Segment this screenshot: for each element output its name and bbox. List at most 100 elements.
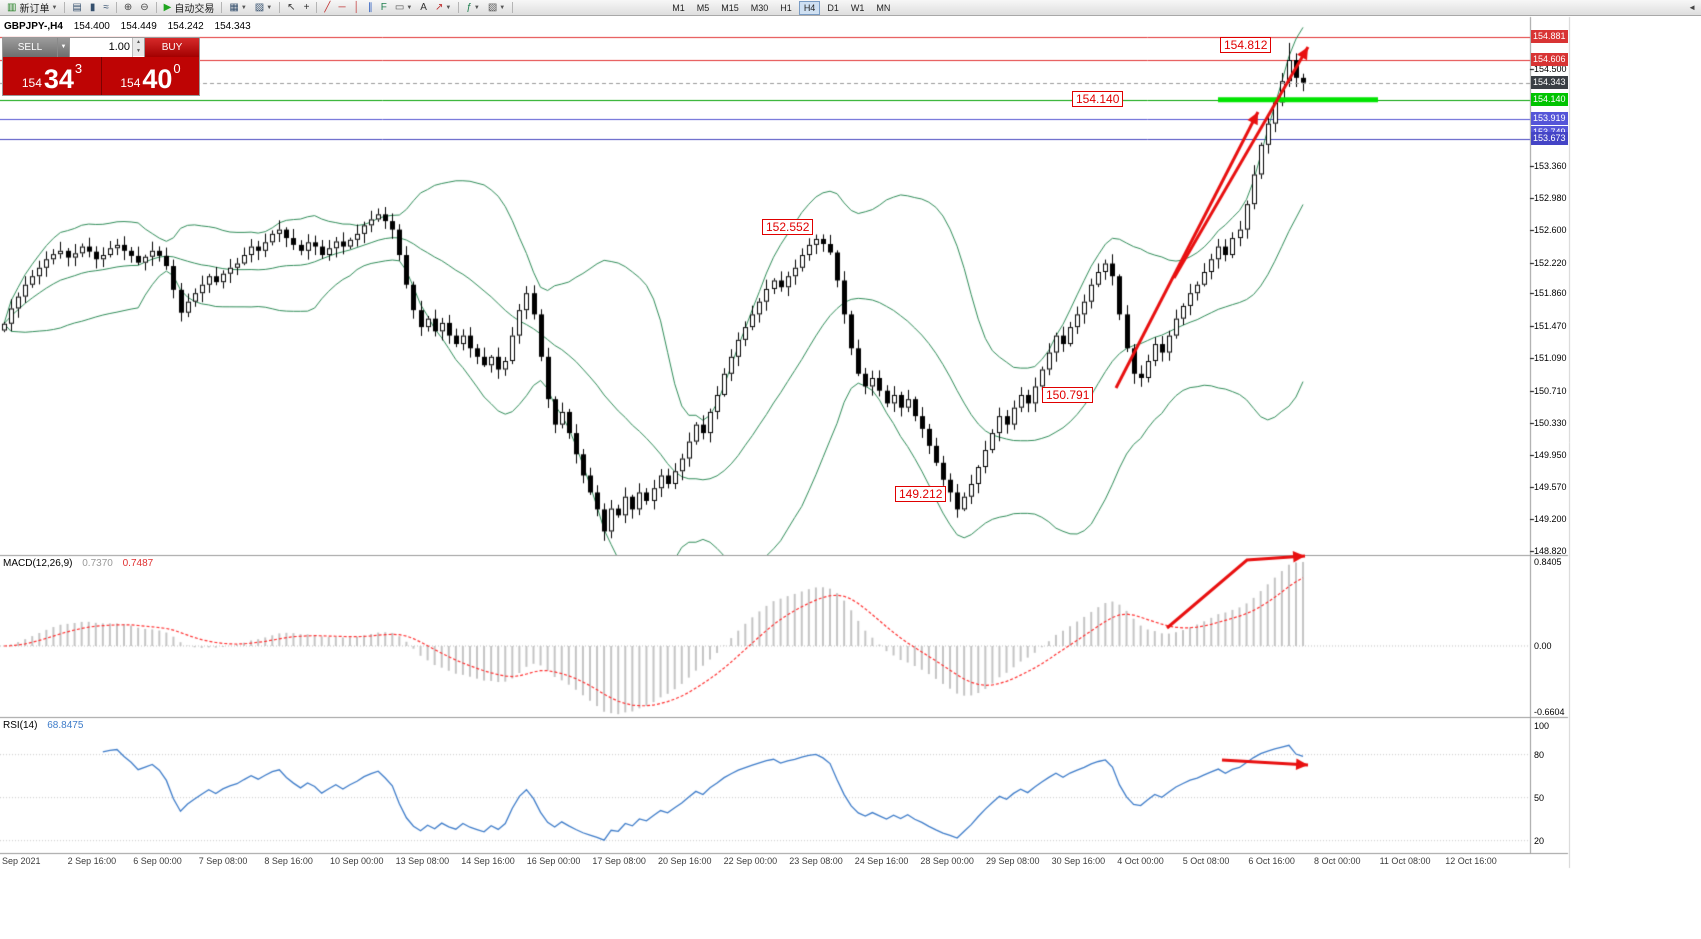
sell-price-pips: 34	[43, 64, 74, 94]
timeframe-h4[interactable]: H4	[798, 0, 821, 15]
zoom-out-button[interactable]: ⊖	[136, 1, 152, 15]
trendline-icon: ╱	[324, 1, 331, 13]
price-line-label: 153.919	[1531, 111, 1568, 125]
toolbar-separator	[512, 2, 514, 13]
line-chart-button[interactable]: ≈	[99, 1, 113, 15]
arrows-button[interactable]: ↗ ▼	[431, 1, 455, 15]
timeframe-d1[interactable]: D1	[827, 2, 839, 13]
timeframe-h1[interactable]: H1	[780, 2, 792, 13]
timeframe-m30[interactable]: M30	[750, 2, 769, 13]
autotrading-button[interactable]: ▶ 自动交易	[160, 1, 219, 16]
autotrading-button-label: 自动交易	[174, 4, 215, 15]
cursor-button[interactable]: ↖	[283, 1, 299, 15]
time-axis-label: 17 Sep 08:00	[592, 856, 646, 866]
toolbar-group: ▦ ▼ ▨ ▼	[225, 0, 276, 15]
time-axis-label: 4 Oct 00:00	[1117, 856, 1164, 866]
rsi-axis-label: 100	[1534, 721, 1550, 731]
price-axis-tick: 151.090	[1534, 353, 1567, 364]
sell-price-button[interactable]: 154 34 3	[3, 57, 101, 95]
toolbar-separator	[155, 2, 157, 13]
indicators-icon: ƒ	[466, 1, 472, 13]
vertical-line-button[interactable]: │	[350, 1, 364, 15]
macd-axis-label: -0.6604	[1534, 707, 1565, 717]
time-axis-label: 30 Sep 16:00	[1051, 856, 1106, 866]
toolbar-group: ╱ ─ │ ∥ F ▭ ▼ A ↗ ▼	[320, 0, 455, 15]
spinner-down-icon[interactable]: ▼	[133, 47, 144, 56]
horizontal-line-button[interactable]: ─	[334, 1, 349, 15]
price-line-label: 153.673	[1531, 132, 1568, 146]
macd-indicator-header: MACD(12,26,9) 0.7370 0.7487	[3, 558, 153, 569]
crosshair-icon: +	[303, 1, 310, 13]
line-chart-icon: ≈	[103, 1, 109, 13]
time-axis-label: 24 Sep 16:00	[854, 856, 909, 866]
price-axis-tick: 150.710	[1534, 385, 1567, 396]
text-button[interactable]: A	[416, 1, 431, 15]
crosshair-button[interactable]: +	[300, 1, 314, 15]
price-line-label: 154.140	[1531, 92, 1568, 106]
time-axis-label: 23 Sep 08:00	[789, 856, 843, 866]
channel-button[interactable]: ∥	[364, 1, 377, 15]
new-order-button[interactable]: ▥ 新订单 ▼	[3, 1, 61, 16]
shapes-button[interactable]: ▭ ▼	[391, 1, 416, 15]
toolbar-separator	[316, 2, 318, 13]
bar-chart-button[interactable]: ▤	[68, 1, 85, 15]
trendline-button[interactable]: ╱	[320, 1, 334, 15]
sell-button[interactable]: SELL	[3, 38, 57, 57]
buy-button[interactable]: BUY	[145, 38, 199, 57]
price-axis-tick: 149.570	[1534, 482, 1567, 493]
channel-icon: ∥	[367, 1, 373, 13]
toolbar-group: ↖ +	[283, 0, 313, 15]
zoom-out-icon: ⊖	[140, 1, 149, 13]
new-chart-icon: ▦	[229, 1, 239, 13]
candle-chart-button[interactable]: ▮	[86, 1, 100, 15]
timeframe-mn[interactable]: MN	[876, 2, 891, 13]
timeframe-m15[interactable]: M15	[721, 2, 739, 13]
price-callout: 154.812	[1220, 37, 1272, 53]
volume-field[interactable]: 1.00 ▲ ▼	[69, 38, 145, 57]
dropdown-caret-icon: ▼	[266, 4, 273, 11]
time-axis-label: 28 Sep 00:00	[920, 856, 974, 866]
price-callout: 154.140	[1072, 91, 1124, 107]
time-axis-label: 12 Oct 16:00	[1445, 856, 1497, 866]
zoom-in-button[interactable]: ⊕	[120, 1, 136, 15]
toolbar-collapse-icon[interactable]: ◄	[1688, 3, 1696, 12]
price-axis-tick: 149.200	[1534, 513, 1567, 524]
time-axis-label: 6 Oct 16:00	[1248, 856, 1295, 866]
dropdown-caret-icon: ▼	[406, 4, 413, 11]
timeframe-m5[interactable]: M5	[696, 2, 710, 13]
toolbar-groups: ▥ 新订单 ▼ ▤ ▮ ≈ ⊕ ⊖ ▶ 自动交易 ▦ ▼ ▨ ▼ ↖ + ╱ ─ │ ∥ F ▭ ▼ A ↗ ▼ ƒ ▼ ▧ ▼ M1 M5 M…	[3, 0, 896, 15]
new-chart-button[interactable]: ▦ ▼	[225, 1, 250, 15]
profiles-button[interactable]: ▨ ▼	[251, 1, 276, 15]
time-axis-label: 20 Sep 16:00	[658, 856, 712, 866]
timeframe-m1[interactable]: M1	[672, 2, 685, 13]
buy-price-button[interactable]: 154 40 0	[101, 57, 199, 95]
toolbar-separator	[221, 2, 223, 13]
fibonacci-button[interactable]: F	[377, 1, 391, 15]
timeframe-w1[interactable]: W1	[850, 2, 865, 13]
toolbar-separator	[279, 2, 281, 13]
volume-value[interactable]: 1.00	[108, 41, 130, 53]
bar-high-value: 154.449	[120, 21, 157, 32]
spinner-up-icon[interactable]: ▲	[133, 38, 144, 47]
symbol-name: GBPJPY-,H4	[4, 21, 63, 32]
sell-dropdown-caret-icon[interactable]: ▼	[57, 38, 69, 57]
sell-price-point: 3	[74, 61, 83, 76]
price-axis-tick: 152.600	[1534, 225, 1567, 236]
toolbar-group: ƒ ▼ ▧ ▼	[462, 0, 509, 15]
buy-price-point: 0	[173, 61, 181, 76]
templates-icon: ▧	[487, 1, 498, 13]
templates-button[interactable]: ▧ ▼	[484, 1, 509, 15]
price-callout: 152.552	[762, 219, 814, 235]
rsi-axis-label: 50	[1534, 792, 1545, 803]
volume-spinner[interactable]: ▲ ▼	[132, 38, 144, 57]
horizontal-line-icon: ─	[338, 1, 346, 13]
indicators-button[interactable]: ƒ ▼	[462, 1, 484, 15]
price-axis-tick: 154.500	[1534, 64, 1567, 75]
price-callout: 150.791	[1042, 387, 1094, 403]
macd-label: MACD(12,26,9)	[3, 558, 73, 569]
rsi-indicator-header: RSI(14) 68.8475	[3, 720, 83, 731]
arrows-icon: ↗	[434, 1, 444, 13]
buy-price-integer: 154	[120, 76, 141, 90]
toolbar-group: ▶ 自动交易	[160, 0, 219, 16]
